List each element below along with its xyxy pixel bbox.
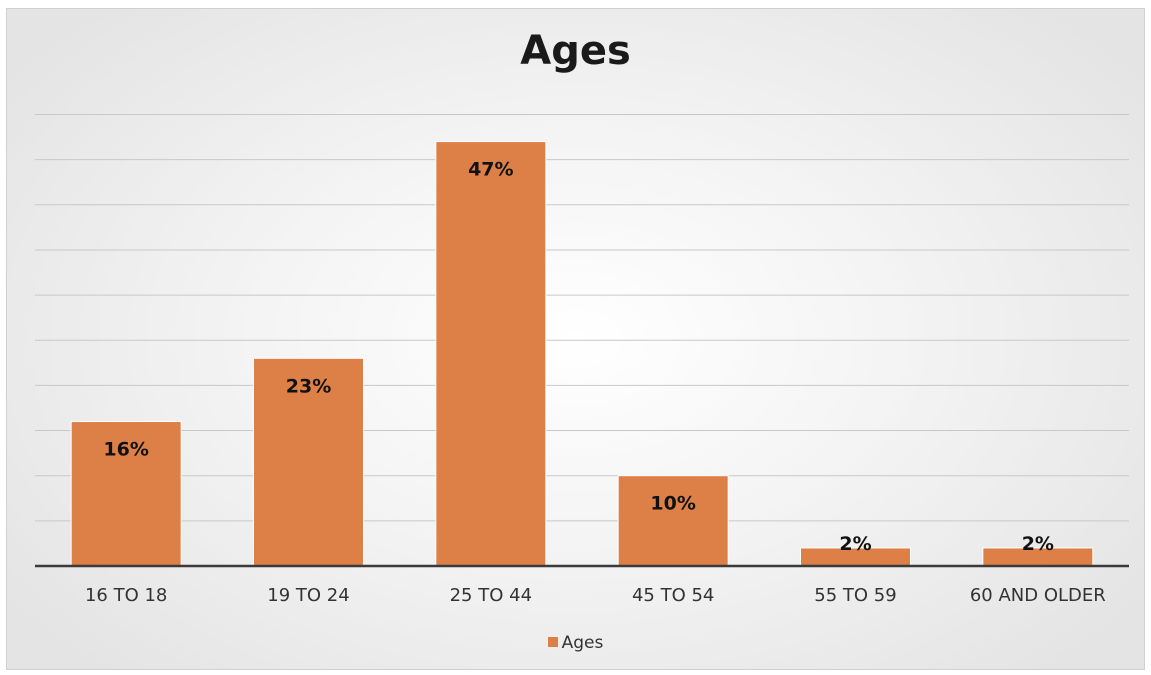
data-label: 23% (286, 375, 331, 397)
data-label: 2% (839, 533, 871, 555)
data-label: 47% (468, 159, 513, 181)
data-label: 10% (650, 493, 695, 515)
chart-legend: Ages (0, 633, 1151, 653)
x-tick-label: 60 AND OLDER (970, 585, 1106, 606)
bar (435, 141, 547, 567)
chart-title: Ages (520, 28, 631, 74)
chart-frame (6, 8, 1145, 670)
x-tick-label: 16 TO 18 (85, 585, 167, 606)
bar (70, 421, 182, 567)
x-tick-label: 25 TO 44 (450, 585, 532, 606)
x-tick-label: 55 TO 59 (814, 585, 896, 606)
data-label: 2% (1022, 533, 1054, 555)
legend-swatch (547, 637, 558, 647)
bar (617, 475, 729, 567)
x-tick-label: 45 TO 54 (632, 585, 714, 606)
x-tick-label: 19 TO 24 (267, 585, 349, 606)
data-label: 16% (103, 439, 148, 461)
bar (253, 357, 364, 567)
legend-label: Ages (561, 633, 604, 653)
